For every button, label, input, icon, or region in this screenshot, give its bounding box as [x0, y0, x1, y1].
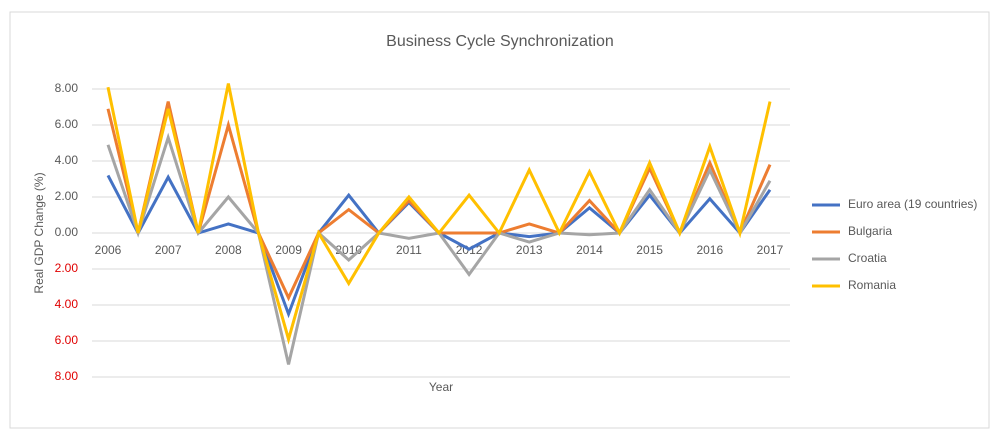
series-line: [106, 83, 772, 345]
y-tick-label: 4.00: [55, 297, 79, 311]
x-tick-label: 2011: [396, 243, 422, 257]
x-tick-label: 2009: [275, 243, 302, 257]
x-axis-label: Year: [429, 380, 453, 394]
y-tick-label: 4.00: [55, 153, 79, 167]
chart-title: Business Cycle Synchronization: [386, 33, 614, 50]
x-tick-label: 2013: [516, 243, 543, 257]
legend-label: Bulgaria: [848, 224, 892, 238]
x-tick-label: 2016: [696, 243, 723, 257]
x-tick-label: 2006: [95, 243, 122, 257]
legend-label: Croatia: [848, 251, 887, 265]
legend-label: Euro area (19 countries): [848, 197, 977, 211]
x-tick-label: 2014: [576, 243, 603, 257]
x-tick-label: 2017: [757, 243, 784, 257]
x-tick-label: 2007: [155, 243, 182, 257]
x-tick-label: 2008: [215, 243, 242, 257]
y-tick-label: 8.00: [55, 81, 79, 95]
y-tick-label: 2.00: [55, 261, 79, 275]
y-axis-label: Real GDP Change (%): [32, 172, 46, 293]
y-tick-label: 6.00: [55, 117, 79, 131]
legend-label: Romania: [848, 278, 896, 292]
y-tick-label: 2.00: [55, 189, 79, 203]
y-tick-label: 0.00: [55, 225, 79, 239]
chart-frame: [9, 11, 990, 429]
y-tick-label: 8.00: [55, 369, 79, 383]
y-tick-label: 6.00: [55, 333, 79, 347]
x-tick-label: 2015: [636, 243, 663, 257]
